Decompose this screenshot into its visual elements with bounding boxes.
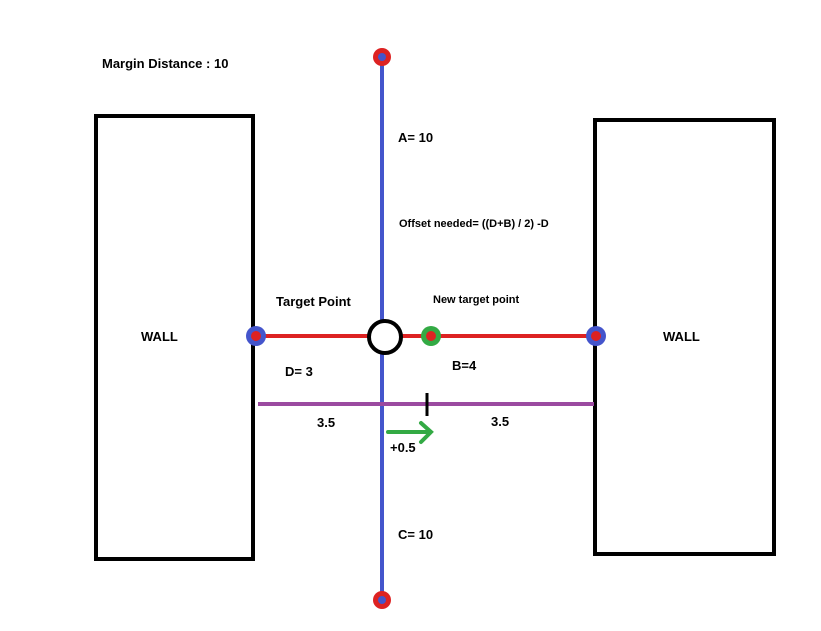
c-value-label: C= 10 (398, 527, 433, 542)
offset-arrow-icon (386, 421, 434, 444)
left-contact-marker (246, 326, 266, 346)
right-contact-marker (586, 326, 606, 346)
right-half-distance-label: 3.5 (491, 414, 509, 429)
margin-distance-label: Margin Distance : 10 (102, 56, 228, 71)
d-value-label: D= 3 (285, 364, 313, 379)
target-point-label: Target Point (276, 294, 352, 309)
right-wall-label: WALL (663, 329, 700, 344)
a-value-label: A= 10 (398, 130, 433, 145)
offset-formula-label: Offset needed= ((D+B) / 2) -D (399, 218, 549, 230)
target-point-marker (367, 319, 403, 355)
left-half-distance-label: 3.5 (317, 415, 335, 430)
new-target-point-marker (421, 326, 441, 346)
offset-value-label: +0.5 (390, 440, 416, 455)
new-target-point-label: New target point (433, 294, 520, 306)
left-wall-label: WALL (141, 329, 178, 344)
top-endpoint-marker (373, 48, 391, 66)
bottom-endpoint-marker (373, 591, 391, 609)
b-value-label: B=4 (452, 358, 477, 373)
